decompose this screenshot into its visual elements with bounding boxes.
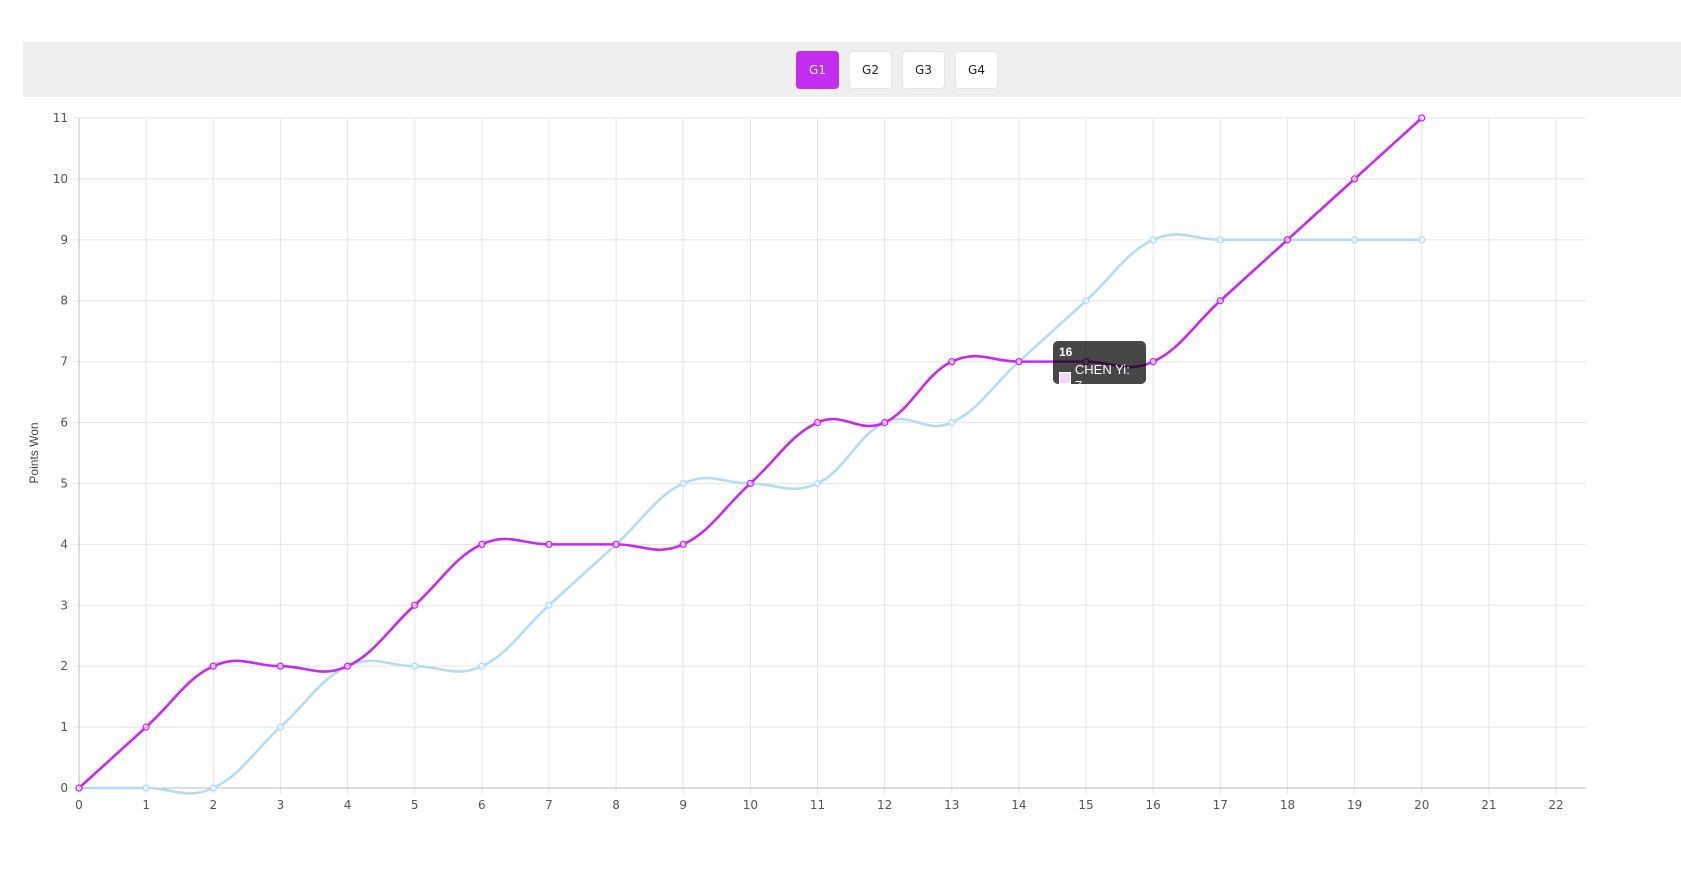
tooltip-label: CHEN Yi: 7 bbox=[1074, 362, 1130, 393]
series-2-point bbox=[209, 784, 217, 792]
x-tick-label: 6 bbox=[478, 798, 486, 812]
tooltip-swatch bbox=[1059, 372, 1071, 384]
series-2-point bbox=[679, 479, 687, 488]
series-2-point bbox=[1082, 297, 1090, 305]
x-tick-label: 19 bbox=[1347, 798, 1362, 812]
y-tick-label: 4 bbox=[60, 537, 68, 551]
series-1-point bbox=[1283, 236, 1292, 244]
y-tick-label: 7 bbox=[60, 355, 68, 369]
series-1-point bbox=[545, 540, 553, 549]
series-1-point bbox=[612, 540, 620, 549]
x-tick-label: 1 bbox=[142, 798, 150, 812]
tab-g1[interactable]: G1 bbox=[796, 51, 839, 89]
y-tick-label: 8 bbox=[60, 294, 68, 308]
x-tick-label: 17 bbox=[1213, 798, 1228, 812]
x-tick-label: 12 bbox=[877, 798, 892, 812]
series-1-point bbox=[1350, 175, 1359, 183]
x-tick-label: 18 bbox=[1280, 798, 1295, 812]
x-tick-label: 13 bbox=[944, 798, 959, 812]
game-tabs: G1 G2 G3 G4 bbox=[796, 51, 998, 89]
x-tick-label: 20 bbox=[1414, 798, 1429, 812]
series-1-point bbox=[478, 540, 486, 549]
series-1-point bbox=[209, 662, 217, 670]
y-tick-label: 9 bbox=[60, 233, 68, 247]
y-axis-label: Points Won bbox=[27, 422, 41, 483]
series-2-point bbox=[411, 662, 419, 670]
series-1-point bbox=[276, 662, 285, 670]
tooltip-row: CHEN Yi: 7 bbox=[1059, 362, 1140, 394]
x-tick-label: 4 bbox=[344, 798, 352, 812]
series-2-point bbox=[1216, 236, 1224, 244]
series-2-point bbox=[1418, 236, 1426, 244]
series-1-point bbox=[1015, 357, 1023, 366]
y-tick-label: 5 bbox=[60, 476, 68, 490]
series-2-point bbox=[1350, 236, 1359, 244]
x-tick-label: 10 bbox=[743, 798, 758, 812]
series-1-point bbox=[679, 540, 687, 549]
series-1-point bbox=[411, 601, 419, 609]
series-2-point bbox=[478, 662, 486, 670]
series-1-point bbox=[343, 662, 352, 670]
x-tick-label: 9 bbox=[679, 798, 687, 812]
series-2-point bbox=[142, 784, 150, 792]
y-tick-label: 3 bbox=[60, 598, 68, 612]
x-tick-label: 8 bbox=[612, 798, 620, 812]
y-tick-label: 0 bbox=[60, 781, 68, 795]
series-1-point bbox=[813, 418, 822, 427]
series-2-point bbox=[276, 723, 285, 731]
x-tick-label: 7 bbox=[545, 798, 553, 812]
series-1-point bbox=[142, 723, 150, 731]
x-tick-label: 21 bbox=[1481, 798, 1496, 812]
series-1-point bbox=[75, 784, 83, 792]
series-1-point bbox=[746, 479, 755, 488]
tooltip-title: 16 bbox=[1059, 345, 1073, 359]
series-1-point bbox=[948, 357, 956, 366]
x-tick-label: 0 bbox=[75, 798, 83, 812]
x-tick-label: 22 bbox=[1548, 798, 1563, 812]
x-tick-label: 3 bbox=[277, 798, 285, 812]
tab-g3[interactable]: G3 bbox=[902, 51, 945, 89]
y-tick-label: 6 bbox=[60, 416, 68, 430]
y-tick-label: 10 bbox=[53, 172, 68, 186]
series-2-point bbox=[948, 418, 956, 427]
x-tick-label: 16 bbox=[1146, 798, 1161, 812]
series-1-point bbox=[1216, 297, 1224, 305]
series-1-point bbox=[880, 418, 889, 427]
chart-tooltip: 16 CHEN Yi: 7 bbox=[1053, 341, 1146, 393]
tab-g2[interactable]: G2 bbox=[849, 51, 892, 89]
series-2-point bbox=[813, 479, 822, 488]
tab-g4[interactable]: G4 bbox=[955, 51, 998, 89]
x-tick-label: 11 bbox=[810, 798, 825, 812]
x-tick-label: 2 bbox=[209, 798, 217, 812]
x-tick-label: 14 bbox=[1011, 798, 1026, 812]
y-tick-label: 1 bbox=[60, 720, 68, 734]
series-1-point bbox=[1418, 114, 1426, 122]
y-tick-label: 11 bbox=[53, 111, 68, 125]
series-2-point bbox=[1149, 236, 1157, 244]
series-2-point bbox=[545, 601, 553, 609]
series-1-point bbox=[1149, 357, 1157, 366]
y-tick-label: 2 bbox=[60, 659, 68, 673]
x-tick-label: 5 bbox=[411, 798, 419, 812]
x-tick-label: 15 bbox=[1078, 798, 1093, 812]
